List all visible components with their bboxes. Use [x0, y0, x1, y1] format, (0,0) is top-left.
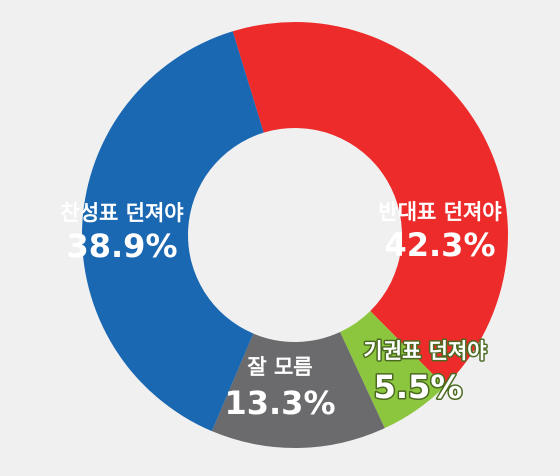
slice-name: 잘 모름 — [247, 355, 312, 379]
slice-value: 42.3% — [384, 226, 495, 264]
slice-value: 5.5% — [374, 368, 463, 406]
slice-value: 38.9% — [66, 227, 177, 265]
slice-name: 찬성표 던져야 — [60, 201, 184, 225]
slice-name: 기권표 던져야 — [363, 339, 487, 363]
donut-slice — [81, 31, 264, 432]
donut-slice — [211, 332, 385, 449]
slice-name: 반대표 던져야 — [378, 200, 502, 224]
donut-slice — [232, 21, 509, 387]
slice-value: 13.3% — [224, 384, 335, 422]
donut-slice — [340, 311, 445, 429]
